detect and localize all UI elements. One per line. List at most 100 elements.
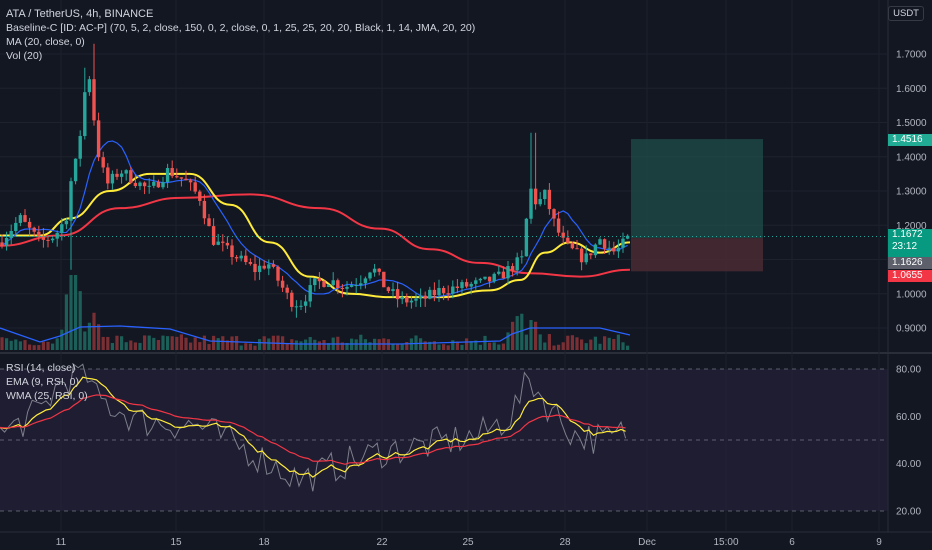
candle-body: [423, 295, 427, 299]
candle-body: [0, 242, 4, 246]
volume-bar: [46, 341, 50, 350]
price-tick-label: 1.6000: [896, 84, 927, 95]
candle-body: [501, 271, 506, 279]
volume-bar: [193, 337, 197, 350]
volume-bar: [9, 340, 13, 350]
candle-body: [50, 238, 55, 241]
candle-body: [133, 182, 138, 187]
candle-body: [161, 182, 165, 188]
volume-bar: [437, 344, 441, 350]
rsi-tick-label: 80.00: [896, 365, 921, 376]
volume-bar: [469, 341, 473, 350]
volume-bar: [584, 343, 588, 350]
candle-body: [524, 218, 529, 257]
candle-body: [487, 276, 492, 282]
volume-bar: [400, 344, 404, 350]
rsi-tick-label: 60.00: [896, 412, 921, 423]
volume-bar: [575, 337, 579, 350]
candle-body: [41, 235, 46, 240]
candle-body: [363, 278, 368, 284]
volume-bar: [423, 341, 427, 350]
candle-body: [612, 247, 616, 252]
candle-body: [400, 296, 404, 300]
currency-selector[interactable]: USDT: [888, 6, 924, 21]
candle-body: [87, 79, 92, 93]
volume-bar: [460, 344, 464, 350]
candle-body: [354, 285, 358, 287]
candle-body: [377, 268, 381, 272]
candle-body: [175, 176, 179, 178]
candle-body: [216, 241, 220, 245]
candle-body: [520, 256, 524, 258]
candle-body: [290, 292, 294, 307]
volume-bar: [616, 334, 620, 350]
candle-body: [64, 220, 69, 225]
candle-body: [322, 281, 326, 287]
candle-body: [83, 92, 87, 137]
candle-body: [432, 289, 437, 296]
candle-body: [179, 177, 184, 179]
candle-body: [483, 276, 487, 279]
volume-bar: [455, 341, 459, 350]
candle-body: [248, 262, 253, 264]
candle-body: [566, 237, 570, 243]
vol-indicator-label[interactable]: Vol (20): [6, 50, 43, 62]
candle-body: [533, 188, 538, 205]
volume-bar: [419, 338, 423, 350]
wma-indicator-label[interactable]: WMA (25, RSI, 0): [6, 390, 88, 402]
volume-bar: [0, 337, 4, 350]
candle-body: [510, 266, 515, 271]
volume-bar: [359, 334, 363, 350]
volume-bar: [179, 334, 183, 350]
symbol-title[interactable]: ATA / TetherUS, 4h, BINANCE: [6, 8, 154, 20]
candle-body: [115, 173, 119, 177]
candle-body: [589, 253, 593, 256]
candle-body: [428, 289, 432, 299]
volume-bar: [322, 340, 326, 350]
candle-body: [78, 136, 82, 159]
candle-body: [253, 263, 257, 273]
volume-bar: [87, 322, 91, 350]
volume-bar: [239, 345, 243, 350]
candle-body: [129, 170, 133, 183]
volume-bar: [428, 341, 432, 350]
candle-body: [244, 255, 248, 263]
candle-body: [368, 272, 372, 279]
baseline-indicator-label[interactable]: Baseline-C [ID: AC-P] (70, 5, 2, close, …: [6, 22, 476, 34]
candle-body: [156, 181, 161, 188]
candle-body: [561, 232, 565, 238]
time-tick-label: 18: [258, 537, 270, 548]
volume-bar: [474, 340, 478, 350]
last-price-tag: 1.1672 23:12: [888, 229, 932, 257]
price-tick-label: 1.4000: [896, 152, 927, 163]
candle-body: [543, 189, 547, 200]
volume-bar: [14, 339, 18, 350]
candle-body: [110, 173, 115, 184]
time-tick-label: 22: [376, 537, 388, 548]
ma-indicator-label[interactable]: MA (20, close, 0): [6, 36, 85, 48]
rsi-indicator-label[interactable]: RSI (14, close): [6, 362, 76, 374]
volume-bar: [520, 313, 524, 350]
candle-body: [165, 168, 170, 183]
volume-bar: [414, 335, 418, 350]
volume-bar: [212, 335, 216, 350]
baseline-fast-line: [0, 172, 631, 299]
candle-body: [188, 180, 193, 183]
candle-body: [262, 265, 266, 269]
ema-indicator-label[interactable]: EMA (9, RSI, 0): [6, 376, 79, 388]
candle-body: [276, 266, 280, 281]
candle-body: [184, 178, 188, 181]
candle-body: [492, 273, 496, 282]
candle-body: [280, 280, 285, 288]
volume-bar: [143, 335, 147, 350]
candle-body: [359, 283, 363, 286]
candle-body: [147, 185, 151, 187]
volume-bar: [221, 336, 225, 350]
volume-bar: [120, 336, 124, 350]
rsi-tick-label: 40.00: [896, 459, 921, 470]
candle-body: [207, 218, 211, 227]
volume-bar: [589, 339, 593, 350]
candle-body: [446, 293, 450, 295]
volume-bar: [290, 339, 294, 350]
